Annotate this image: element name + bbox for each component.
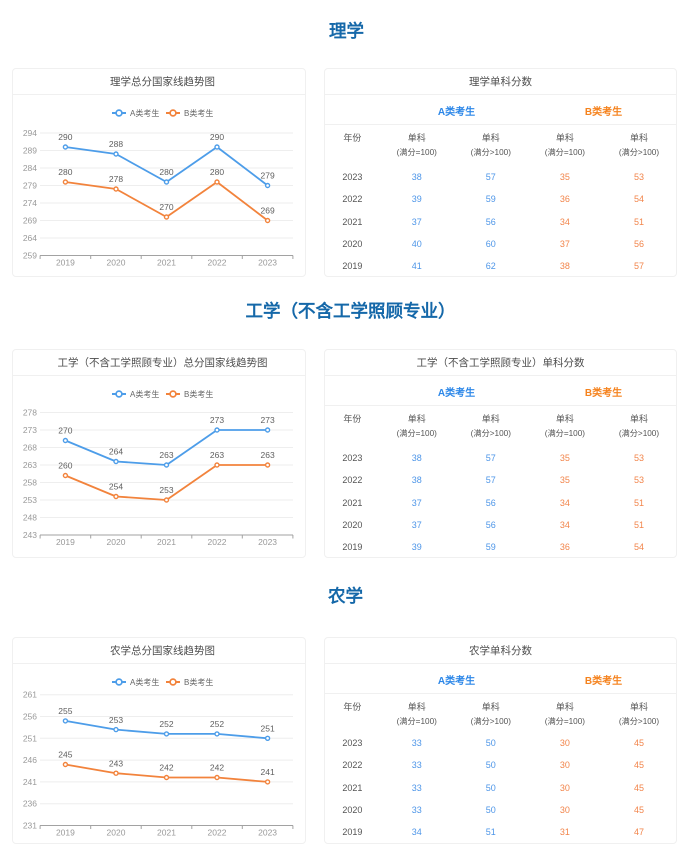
svg-text:290: 290 — [58, 132, 72, 142]
svg-text:B类考生: B类考生 — [184, 108, 213, 118]
svg-text:261: 261 — [23, 690, 37, 700]
svg-text:280: 280 — [58, 167, 72, 177]
svg-text:2020: 2020 — [107, 827, 126, 837]
svg-text:263: 263 — [261, 450, 275, 460]
svg-text:2019: 2019 — [56, 257, 75, 267]
svg-text:252: 252 — [210, 719, 224, 729]
svg-text:2023: 2023 — [258, 257, 277, 267]
svg-text:279: 279 — [261, 171, 275, 181]
svg-text:251: 251 — [261, 724, 275, 734]
svg-text:251: 251 — [23, 733, 37, 743]
svg-text:270: 270 — [159, 202, 173, 212]
svg-text:241: 241 — [23, 777, 37, 787]
svg-text:273: 273 — [210, 415, 224, 425]
svg-text:263: 263 — [159, 450, 173, 460]
svg-text:288: 288 — [109, 139, 123, 149]
svg-text:280: 280 — [159, 167, 173, 177]
svg-text:278: 278 — [23, 408, 37, 418]
svg-text:2019: 2019 — [56, 537, 75, 547]
svg-text:289: 289 — [23, 146, 37, 156]
svg-text:2020: 2020 — [107, 537, 126, 547]
svg-text:248: 248 — [23, 513, 37, 523]
svg-text:254: 254 — [109, 482, 123, 492]
svg-text:2022: 2022 — [208, 827, 227, 837]
svg-text:2021: 2021 — [157, 257, 176, 267]
svg-text:2019: 2019 — [56, 827, 75, 837]
svg-text:264: 264 — [109, 447, 123, 457]
svg-text:263: 263 — [23, 460, 37, 470]
svg-text:278: 278 — [109, 174, 123, 184]
svg-text:2022: 2022 — [208, 537, 227, 547]
svg-text:2022: 2022 — [208, 257, 227, 267]
svg-text:270: 270 — [58, 426, 72, 436]
svg-text:242: 242 — [210, 763, 224, 773]
svg-text:255: 255 — [58, 706, 72, 716]
svg-text:B类考生: B类考生 — [184, 677, 213, 687]
svg-text:2020: 2020 — [107, 257, 126, 267]
svg-text:290: 290 — [210, 132, 224, 142]
svg-text:280: 280 — [210, 167, 224, 177]
svg-text:258: 258 — [23, 478, 37, 488]
svg-text:243: 243 — [23, 530, 37, 540]
svg-text:236: 236 — [23, 799, 37, 809]
svg-text:B类考生: B类考生 — [184, 389, 213, 399]
svg-text:245: 245 — [58, 750, 72, 760]
svg-text:274: 274 — [23, 198, 37, 208]
svg-text:A类考生: A类考生 — [130, 108, 159, 118]
svg-text:259: 259 — [23, 251, 37, 261]
svg-text:269: 269 — [23, 216, 37, 226]
svg-text:253: 253 — [159, 485, 173, 495]
svg-text:260: 260 — [58, 461, 72, 471]
svg-text:252: 252 — [159, 719, 173, 729]
svg-text:231: 231 — [23, 821, 37, 831]
svg-text:A类考生: A类考生 — [130, 389, 159, 399]
svg-text:279: 279 — [23, 181, 37, 191]
svg-text:269: 269 — [261, 206, 275, 216]
svg-text:253: 253 — [109, 715, 123, 725]
svg-text:264: 264 — [23, 233, 37, 243]
svg-text:246: 246 — [23, 755, 37, 765]
svg-text:256: 256 — [23, 712, 37, 722]
svg-text:253: 253 — [23, 495, 37, 505]
svg-text:294: 294 — [23, 128, 37, 138]
svg-text:242: 242 — [159, 763, 173, 773]
svg-text:243: 243 — [109, 758, 123, 768]
svg-text:A类考生: A类考生 — [130, 677, 159, 687]
svg-text:268: 268 — [23, 443, 37, 453]
svg-text:2021: 2021 — [157, 827, 176, 837]
svg-text:263: 263 — [210, 450, 224, 460]
svg-text:2023: 2023 — [258, 827, 277, 837]
svg-text:273: 273 — [23, 425, 37, 435]
svg-text:241: 241 — [261, 767, 275, 777]
svg-text:273: 273 — [261, 415, 275, 425]
svg-text:2023: 2023 — [258, 537, 277, 547]
svg-text:2021: 2021 — [157, 537, 176, 547]
svg-text:284: 284 — [23, 163, 37, 173]
